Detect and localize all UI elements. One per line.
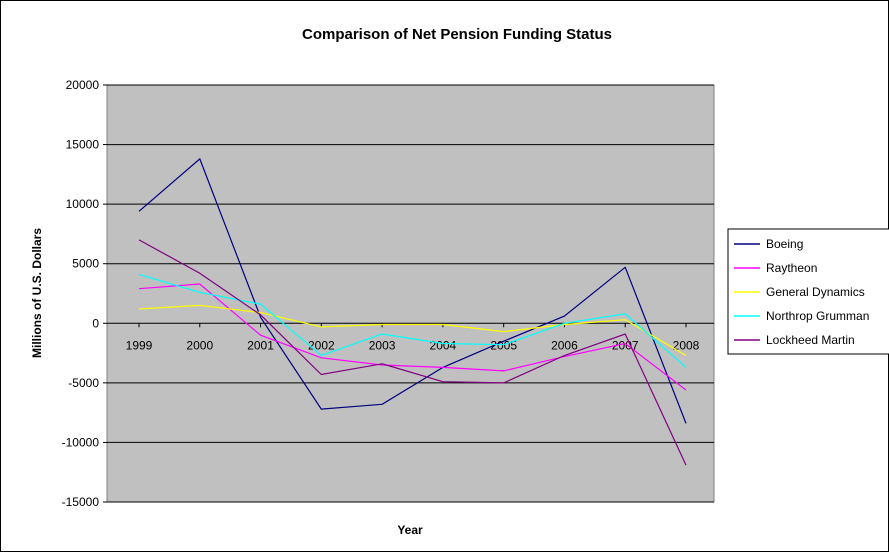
- gridlines: [107, 84, 714, 503]
- legend-label: Northrop Grumman: [766, 309, 869, 323]
- legend: Boeing Raytheon General Dynamics Northrop G…: [734, 237, 869, 347]
- x-tick-label: 2008: [673, 338, 700, 352]
- y-tick-label: -5000: [68, 376, 99, 390]
- x-tick-label: 2006: [551, 338, 578, 352]
- y-tick-label: -15000: [62, 495, 100, 509]
- x-tick-label: 2003: [369, 338, 396, 352]
- plot-area: [106, 84, 715, 503]
- x-tick-label: 2000: [186, 338, 213, 352]
- y-tick-label: 5000: [72, 257, 99, 271]
- series-line-lockheed-martin: [138, 239, 687, 466]
- series-lines: [138, 157, 687, 466]
- series-line-northrop-grumman: [138, 273, 687, 368]
- y-tick-label: 15000: [66, 138, 100, 152]
- legend-label: General Dynamics: [766, 285, 865, 299]
- x-tick-label: 2004: [430, 338, 457, 352]
- chart-title: Comparison of Net Pension Funding Status: [302, 26, 612, 43]
- series-line-general-dynamics: [138, 304, 687, 357]
- y-axis-ticks: 20000 15000 10000 5000 0 -5000 -10000 -15000: [62, 78, 107, 509]
- x-tick-label: 2002: [308, 338, 335, 352]
- legend-label: Boeing: [766, 237, 803, 251]
- series-line-boeing: [138, 157, 687, 424]
- y-tick-label: 0: [92, 316, 99, 330]
- x-axis-title: Year: [397, 523, 423, 537]
- x-tick-label: 1999: [126, 338, 153, 352]
- legend-label: Lockheed Martin: [766, 333, 855, 347]
- y-tick-label: 10000: [66, 197, 100, 211]
- legend-label: Raytheon: [766, 261, 817, 275]
- y-axis-title: Millions of U.S. Dollars: [30, 228, 44, 358]
- x-axis-ticks: 1999 2000 2001 2002 2003 2004 2005 2006 2007 2008: [126, 323, 700, 352]
- x-tick-label: 2001: [247, 338, 274, 352]
- y-tick-label: 20000: [66, 78, 100, 92]
- y-tick-label: -10000: [62, 435, 100, 449]
